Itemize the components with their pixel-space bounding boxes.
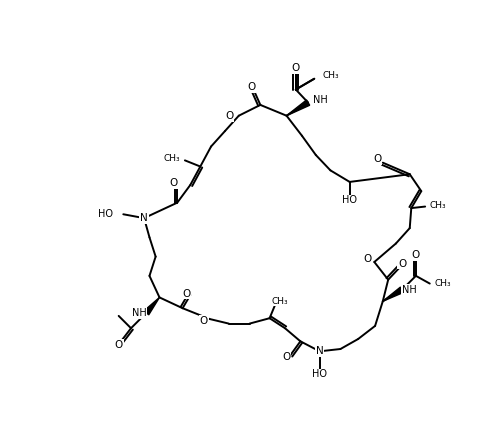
Text: NH: NH [402,285,417,295]
Text: CH₃: CH₃ [322,74,339,83]
Text: O: O [373,154,381,164]
Text: O: O [169,178,178,188]
Text: NH: NH [313,95,328,105]
Polygon shape [383,287,404,301]
Text: HO: HO [342,195,357,205]
Text: CH₃: CH₃ [271,297,288,306]
Text: O: O [292,63,300,73]
Text: O: O [200,315,208,325]
Text: NH: NH [131,308,146,318]
Text: O: O [247,82,255,92]
Text: HO: HO [98,209,113,219]
Text: O: O [363,254,371,264]
Polygon shape [287,100,310,116]
Text: HO: HO [312,369,327,379]
Text: O: O [115,340,123,350]
Text: CH₃: CH₃ [434,279,451,288]
Text: N: N [140,213,148,223]
Text: O: O [412,250,420,260]
Text: CH₃: CH₃ [430,201,446,209]
Text: CH₃: CH₃ [323,71,339,80]
Text: N: N [316,346,323,357]
Polygon shape [144,297,160,315]
Text: CH₃: CH₃ [164,154,180,163]
Text: O: O [282,352,291,362]
Text: O: O [292,63,300,73]
Text: O: O [183,289,190,299]
Text: O: O [398,258,406,268]
Text: O: O [225,111,234,121]
